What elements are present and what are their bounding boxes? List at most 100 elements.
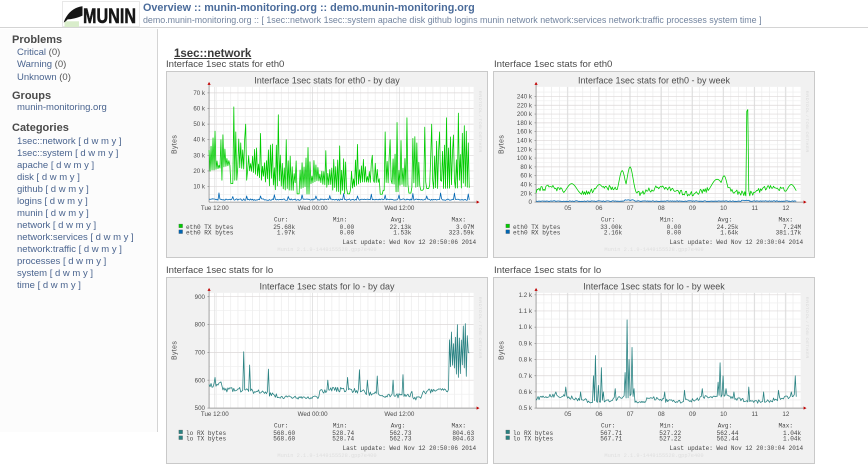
svg-text:07: 07	[627, 205, 634, 212]
svg-text:1.1 k: 1.1 k	[519, 308, 533, 315]
svg-text:RRDTOOL / TOBI OETIKER: RRDTOOL / TOBI OETIKER	[805, 297, 810, 359]
svg-text:25.68k: 25.68k	[273, 224, 295, 231]
svg-text:1.0 k: 1.0 k	[519, 324, 533, 331]
svg-text:7.24M: 7.24M	[783, 224, 802, 231]
svg-text:Max:: Max:	[452, 422, 466, 429]
svg-text:30 k: 30 k	[193, 152, 206, 159]
svg-text:60 k: 60 k	[520, 173, 533, 180]
svg-text:10 k: 10 k	[193, 184, 206, 191]
svg-text:100 k: 100 k	[517, 155, 533, 162]
svg-text:804.63: 804.63	[452, 436, 474, 443]
svg-text:Min:: Min:	[660, 216, 674, 223]
svg-text:1.97k: 1.97k	[277, 230, 296, 237]
svg-text:80 k: 80 k	[520, 164, 533, 171]
svg-text:562.44: 562.44	[717, 436, 739, 443]
svg-text:Wed 12:00: Wed 12:00	[384, 205, 415, 212]
svg-text:MUNIN: MUNIN	[83, 5, 136, 28]
svg-text:220 k: 220 k	[517, 102, 533, 109]
svg-text:Cur:: Cur:	[274, 422, 288, 429]
svg-text:33.00k: 33.00k	[600, 224, 622, 231]
svg-text:Bytes: Bytes	[172, 135, 179, 154]
svg-text:Bytes: Bytes	[499, 135, 506, 154]
svg-text:0: 0	[528, 199, 532, 206]
svg-text:528.74: 528.74	[332, 436, 354, 443]
svg-text:Min:: Min:	[333, 216, 347, 223]
svg-text:Min:: Min:	[660, 422, 674, 429]
svg-text:eth0 TX bytes: eth0 TX bytes	[513, 224, 561, 231]
svg-text:0.00: 0.00	[340, 230, 355, 237]
svg-text:12: 12	[782, 205, 789, 212]
svg-text:09: 09	[689, 205, 696, 212]
svg-text:700: 700	[195, 349, 206, 356]
svg-text:20 k: 20 k	[520, 190, 533, 197]
svg-text:Max:: Max:	[452, 216, 466, 223]
svg-text:0.00: 0.00	[667, 230, 682, 237]
svg-text:Bytes: Bytes	[172, 341, 179, 360]
svg-text:RRDTOOL / TOBI OETIKER: RRDTOOL / TOBI OETIKER	[805, 91, 810, 153]
svg-text:0.8 k: 0.8 k	[519, 357, 533, 364]
svg-text:240 k: 240 k	[517, 94, 533, 101]
svg-text:Last update: Wed Nov 12 20:50:: Last update: Wed Nov 12 20:50:06 2014	[343, 239, 477, 246]
svg-text:Cur:: Cur:	[274, 216, 288, 223]
svg-text:200 k: 200 k	[517, 111, 533, 118]
svg-text:eth0 RX bytes: eth0 RX bytes	[513, 230, 561, 237]
svg-text:07: 07	[627, 411, 634, 418]
svg-text:09: 09	[689, 411, 696, 418]
svg-text:40 k: 40 k	[193, 137, 206, 144]
svg-text:RRDTOOL / TOBI OETIKER: RRDTOOL / TOBI OETIKER	[478, 91, 483, 153]
svg-text:lo TX bytes: lo TX bytes	[186, 436, 226, 443]
svg-text:Avg:: Avg:	[391, 216, 405, 223]
svg-text:08: 08	[658, 411, 665, 418]
svg-text:06: 06	[596, 205, 603, 212]
svg-text:24.25k: 24.25k	[717, 224, 739, 231]
svg-text:Last update: Wed Nov 12 20:30:: Last update: Wed Nov 12 20:30:04 2014	[670, 239, 804, 246]
svg-text:eth0 TX bytes: eth0 TX bytes	[186, 224, 234, 231]
svg-text:Last update: Wed Nov 12 20:50:: Last update: Wed Nov 12 20:50:06 2014	[343, 445, 477, 452]
svg-text:323.59k: 323.59k	[449, 230, 475, 237]
svg-text:12: 12	[782, 411, 789, 418]
svg-text:Tue 12:00: Tue 12:00	[201, 205, 229, 212]
svg-text:2.16k: 2.16k	[604, 230, 623, 237]
svg-text:40 k: 40 k	[520, 182, 533, 189]
svg-text:20 k: 20 k	[193, 168, 206, 175]
svg-text:Bytes: Bytes	[499, 341, 506, 360]
svg-text:lo TX bytes: lo TX bytes	[513, 436, 553, 443]
svg-text:11: 11	[751, 411, 758, 418]
svg-text:381.17k: 381.17k	[776, 230, 802, 237]
svg-text:0.6 k: 0.6 k	[519, 389, 533, 396]
svg-text:1.04k: 1.04k	[783, 436, 802, 443]
svg-text:527.22: 527.22	[659, 436, 681, 443]
svg-text:Wed 12:00: Wed 12:00	[384, 411, 415, 418]
svg-text:eth0 RX bytes: eth0 RX bytes	[186, 230, 234, 237]
svg-text:11: 11	[751, 205, 758, 212]
svg-text:Munin 2.1.9-1449155528.gpp7e40: Munin 2.1.9-1449155528.gpp7e400	[277, 453, 376, 459]
svg-text:1.53k: 1.53k	[393, 230, 412, 237]
svg-text:0.00: 0.00	[667, 224, 682, 231]
svg-text:140 k: 140 k	[517, 138, 533, 145]
svg-text:120 k: 120 k	[517, 146, 533, 153]
svg-text:Avg:: Avg:	[391, 422, 405, 429]
svg-text:Munin 2.1.9-1449155528.gpp7e40: Munin 2.1.9-1449155528.gpp7e400	[604, 453, 703, 459]
svg-text:0.9 k: 0.9 k	[519, 340, 533, 347]
svg-text:900: 900	[195, 294, 206, 301]
svg-text:Interface 1sec stats for lo -: Interface 1sec stats for lo - by week	[583, 282, 725, 292]
svg-text:500: 500	[195, 405, 206, 412]
svg-text:Tue 12:00: Tue 12:00	[201, 411, 229, 418]
svg-text:Wed 00:00: Wed 00:00	[298, 205, 329, 212]
svg-text:RRDTOOL / TOBI OETIKER: RRDTOOL / TOBI OETIKER	[478, 297, 483, 359]
svg-text:22.13k: 22.13k	[390, 224, 412, 231]
svg-text:Min:: Min:	[333, 422, 347, 429]
svg-text:562.73: 562.73	[390, 436, 412, 443]
svg-text:Interface 1sec stats for lo -: Interface 1sec stats for lo - by day	[259, 282, 395, 292]
svg-text:Cur:: Cur:	[601, 422, 615, 429]
svg-text:Munin 2.1.9-1449155528.gpp7e40: Munin 2.1.9-1449155528.gpp7e400	[604, 247, 703, 253]
svg-text:10: 10	[720, 205, 727, 212]
svg-text:Last update: Wed Nov 12 20:30:: Last update: Wed Nov 12 20:30:04 2014	[670, 445, 804, 452]
svg-text:60 k: 60 k	[193, 106, 206, 113]
svg-text:800: 800	[195, 322, 206, 329]
svg-text:568.60: 568.60	[273, 436, 295, 443]
svg-text:Avg:: Avg:	[718, 422, 732, 429]
svg-text:Avg:: Avg:	[718, 216, 732, 223]
svg-text:70 k: 70 k	[193, 90, 206, 97]
svg-text:600: 600	[195, 377, 206, 384]
